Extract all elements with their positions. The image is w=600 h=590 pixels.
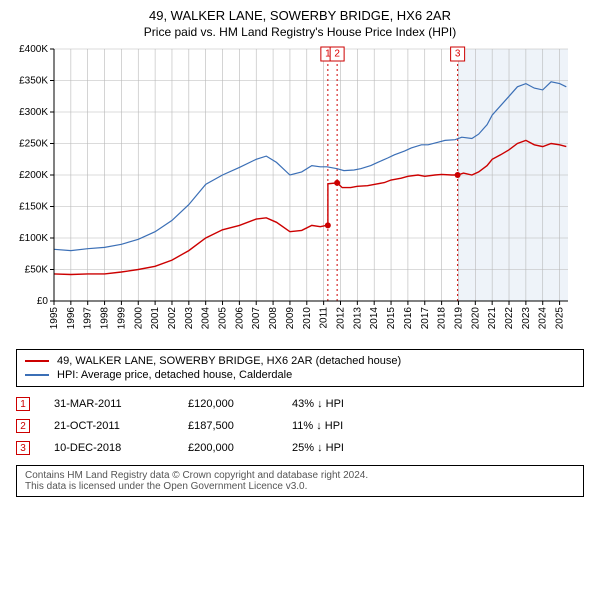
svg-text:2004: 2004 <box>201 307 212 330</box>
transaction-date: 21-OCT-2011 <box>54 420 164 432</box>
svg-text:£0: £0 <box>37 296 49 307</box>
svg-text:1998: 1998 <box>100 307 111 330</box>
svg-text:2021: 2021 <box>487 307 498 330</box>
svg-text:1999: 1999 <box>116 307 127 330</box>
transaction-price: £187,500 <box>188 420 268 432</box>
svg-text:1997: 1997 <box>83 307 94 330</box>
legend-label-property: 49, WALKER LANE, SOWERBY BRIDGE, HX6 2AR… <box>57 355 401 367</box>
transaction-row: 2 21-OCT-2011 £187,500 11% ↓ HPI <box>16 415 584 437</box>
transaction-date: 10-DEC-2018 <box>54 442 164 454</box>
svg-text:2022: 2022 <box>504 307 515 330</box>
legend-box: 49, WALKER LANE, SOWERBY BRIDGE, HX6 2AR… <box>16 349 584 387</box>
svg-text:2012: 2012 <box>335 307 346 330</box>
svg-text:2011: 2011 <box>319 307 330 329</box>
transaction-delta: 25% ↓ HPI <box>292 442 392 454</box>
transaction-delta: 43% ↓ HPI <box>292 398 392 410</box>
transaction-row: 1 31-MAR-2011 £120,000 43% ↓ HPI <box>16 393 584 415</box>
price-chart-svg: £0 £50K £100K £150K £200K £250K £300K £350K £400… <box>10 39 570 339</box>
svg-text:2018: 2018 <box>437 307 448 330</box>
svg-text:2019: 2019 <box>453 307 464 330</box>
svg-text:2009: 2009 <box>285 307 296 330</box>
svg-text:2020: 2020 <box>470 307 481 330</box>
chart-container: 49, WALKER LANE, SOWERBY BRIDGE, HX6 2AR… <box>0 0 600 505</box>
legend-color-property <box>25 360 49 362</box>
svg-text:2015: 2015 <box>386 307 397 330</box>
svg-text:£350K: £350K <box>19 76 48 87</box>
svg-text:2025: 2025 <box>555 307 566 330</box>
legend-color-hpi <box>25 374 49 376</box>
svg-text:1995: 1995 <box>49 307 60 330</box>
title-subtitle: Price paid vs. HM Land Registry's House … <box>10 25 590 39</box>
svg-text:2014: 2014 <box>369 307 380 330</box>
transaction-date: 31-MAR-2011 <box>54 398 164 410</box>
transaction-delta: 11% ↓ HPI <box>292 420 392 432</box>
footer-line1: Contains HM Land Registry data © Crown c… <box>25 470 575 481</box>
transactions-table: 1 31-MAR-2011 £120,000 43% ↓ HPI 2 21-OC… <box>16 393 584 459</box>
svg-text:2017: 2017 <box>420 307 431 330</box>
svg-text:2013: 2013 <box>352 307 363 330</box>
svg-text:£300K: £300K <box>19 107 48 118</box>
svg-text:2: 2 <box>334 49 340 60</box>
svg-text:2006: 2006 <box>234 307 245 330</box>
svg-text:2023: 2023 <box>521 307 532 330</box>
transaction-marker-2: 2 <box>16 419 30 433</box>
transaction-row: 3 10-DEC-2018 £200,000 25% ↓ HPI <box>16 437 584 459</box>
svg-text:2008: 2008 <box>268 307 279 330</box>
svg-text:2005: 2005 <box>218 307 229 330</box>
legend-item-hpi: HPI: Average price, detached house, Cald… <box>25 368 575 382</box>
svg-text:2001: 2001 <box>150 307 161 330</box>
legend-label-hpi: HPI: Average price, detached house, Cald… <box>57 369 292 381</box>
footer-line2: This data is licensed under the Open Gov… <box>25 481 575 492</box>
legend-item-property: 49, WALKER LANE, SOWERBY BRIDGE, HX6 2AR… <box>25 354 575 368</box>
svg-text:£150K: £150K <box>19 202 48 213</box>
svg-text:3: 3 <box>455 49 461 60</box>
svg-text:2024: 2024 <box>538 307 549 330</box>
svg-text:2003: 2003 <box>184 307 195 330</box>
transaction-price: £200,000 <box>188 442 268 454</box>
svg-text:2016: 2016 <box>403 307 414 330</box>
svg-text:£250K: £250K <box>19 139 48 150</box>
svg-text:£100K: £100K <box>19 233 48 244</box>
svg-text:2007: 2007 <box>251 307 262 330</box>
footer-box: Contains HM Land Registry data © Crown c… <box>16 465 584 497</box>
svg-text:£50K: £50K <box>25 265 49 276</box>
svg-text:2002: 2002 <box>167 307 178 330</box>
transaction-marker-1: 1 <box>16 397 30 411</box>
title-address: 49, WALKER LANE, SOWERBY BRIDGE, HX6 2AR <box>10 8 590 23</box>
svg-text:2000: 2000 <box>133 307 144 330</box>
chart-area: £0 £50K £100K £150K £200K £250K £300K £350K £400… <box>10 39 590 339</box>
transaction-marker-3: 3 <box>16 441 30 455</box>
title-block: 49, WALKER LANE, SOWERBY BRIDGE, HX6 2AR… <box>10 8 590 39</box>
svg-text:2010: 2010 <box>302 307 313 330</box>
transaction-price: £120,000 <box>188 398 268 410</box>
svg-text:£400K: £400K <box>19 44 48 55</box>
svg-text:£200K: £200K <box>19 170 48 181</box>
svg-text:1996: 1996 <box>66 307 77 330</box>
